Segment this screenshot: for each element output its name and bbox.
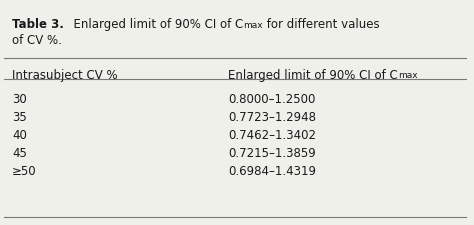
Text: Enlarged limit of 90% CI of C: Enlarged limit of 90% CI of C <box>228 69 398 82</box>
Text: 0.7215–1.3859: 0.7215–1.3859 <box>228 146 316 159</box>
Text: 0.7723–1.2948: 0.7723–1.2948 <box>228 110 316 124</box>
Text: 0.6984–1.4319: 0.6984–1.4319 <box>228 164 316 177</box>
Text: of CV %.: of CV %. <box>12 34 62 47</box>
Text: 30: 30 <box>12 93 27 106</box>
Text: 45: 45 <box>12 146 27 159</box>
Text: Enlarged limit of 90% CI of C: Enlarged limit of 90% CI of C <box>66 18 243 31</box>
Text: max: max <box>398 71 418 80</box>
Text: max: max <box>243 21 263 30</box>
Text: 0.7462–1.3402: 0.7462–1.3402 <box>228 128 316 141</box>
Text: Intrasubject CV %: Intrasubject CV % <box>12 69 118 82</box>
Text: Table 3.: Table 3. <box>12 18 64 31</box>
Text: ≥50: ≥50 <box>12 164 36 177</box>
Text: 0.8000–1.2500: 0.8000–1.2500 <box>228 93 315 106</box>
Text: 40: 40 <box>12 128 27 141</box>
Text: 35: 35 <box>12 110 27 124</box>
Text: for different values: for different values <box>263 18 379 31</box>
